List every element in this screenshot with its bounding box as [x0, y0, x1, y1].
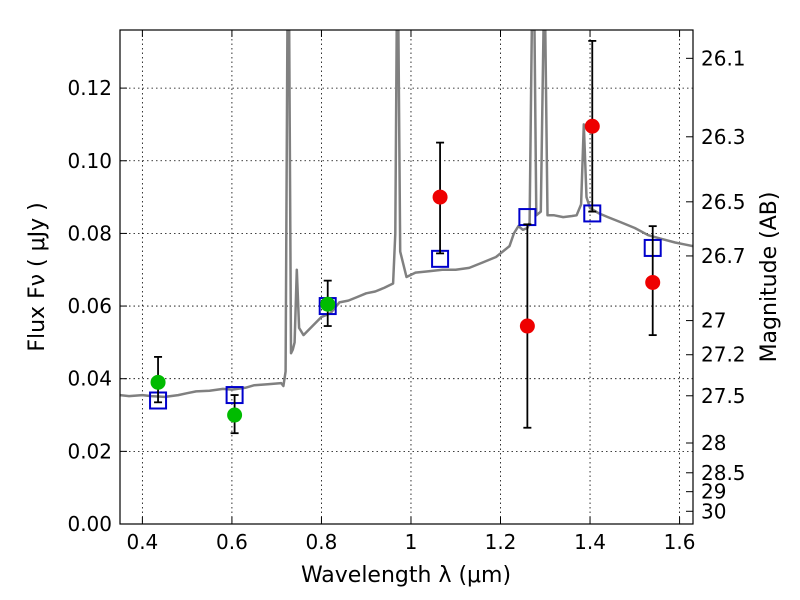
photometry-point [227, 407, 243, 423]
y-tick-label: 0.08 [67, 221, 112, 245]
x-tick-label: 1.2 [485, 530, 517, 554]
mag-tick-label: 26.5 [701, 190, 746, 214]
x-tick-label: 1.4 [574, 530, 606, 554]
axis-ticks: 0.4 0.6 0.8 1 1.2 1.4 1.6 0.00 0.02 0.04 0.06 0.08 0… [67, 30, 746, 554]
mag-tick-label: 29 [701, 480, 726, 504]
x-tick-label: 1.6 [664, 530, 696, 554]
mag-tick-label: 30 [701, 499, 726, 523]
y-axis-label: Flux Fν ( μJy ) [25, 202, 50, 351]
mag-tick-label: 28 [701, 431, 726, 455]
photometry-point [645, 274, 661, 290]
x-tick-label: 0.8 [306, 530, 338, 554]
photometry-point [320, 296, 336, 312]
mag-tick-label: 27.5 [701, 384, 746, 408]
plot-frame [119, 29, 694, 525]
y-tick-label: 0.04 [67, 367, 112, 391]
mag-tick-label: 27.2 [701, 343, 746, 367]
mag-tick-label: 26.7 [701, 244, 746, 268]
photometry-point [150, 374, 166, 390]
y-tick-label: 0.00 [67, 512, 112, 536]
x-axis-label: Wavelength λ (μm) [301, 563, 511, 588]
mag-tick-label: 26.3 [701, 125, 746, 149]
y-tick-label: 0.02 [67, 439, 112, 463]
mag-tick-label: 26.1 [701, 46, 746, 70]
x-tick-label: 0.6 [216, 530, 248, 554]
y-tick-label: 0.12 [67, 76, 112, 100]
x-tick-label: 1 [405, 530, 418, 554]
x-tick-label: 0.4 [126, 530, 158, 554]
y-tick-label: 0.06 [67, 294, 112, 318]
y-tick-label: 0.10 [67, 149, 112, 173]
mag-tick-label: 28.5 [701, 461, 746, 485]
spectrum-line [120, 30, 693, 399]
grid-lines [120, 30, 693, 524]
plot-area [120, 30, 693, 435]
photometry-point [519, 318, 535, 334]
right-axis-label: Magnitude (AB) [757, 192, 782, 363]
photometry-point [584, 118, 600, 134]
mag-tick-label: 27 [701, 309, 726, 333]
photometry-point [432, 189, 448, 205]
